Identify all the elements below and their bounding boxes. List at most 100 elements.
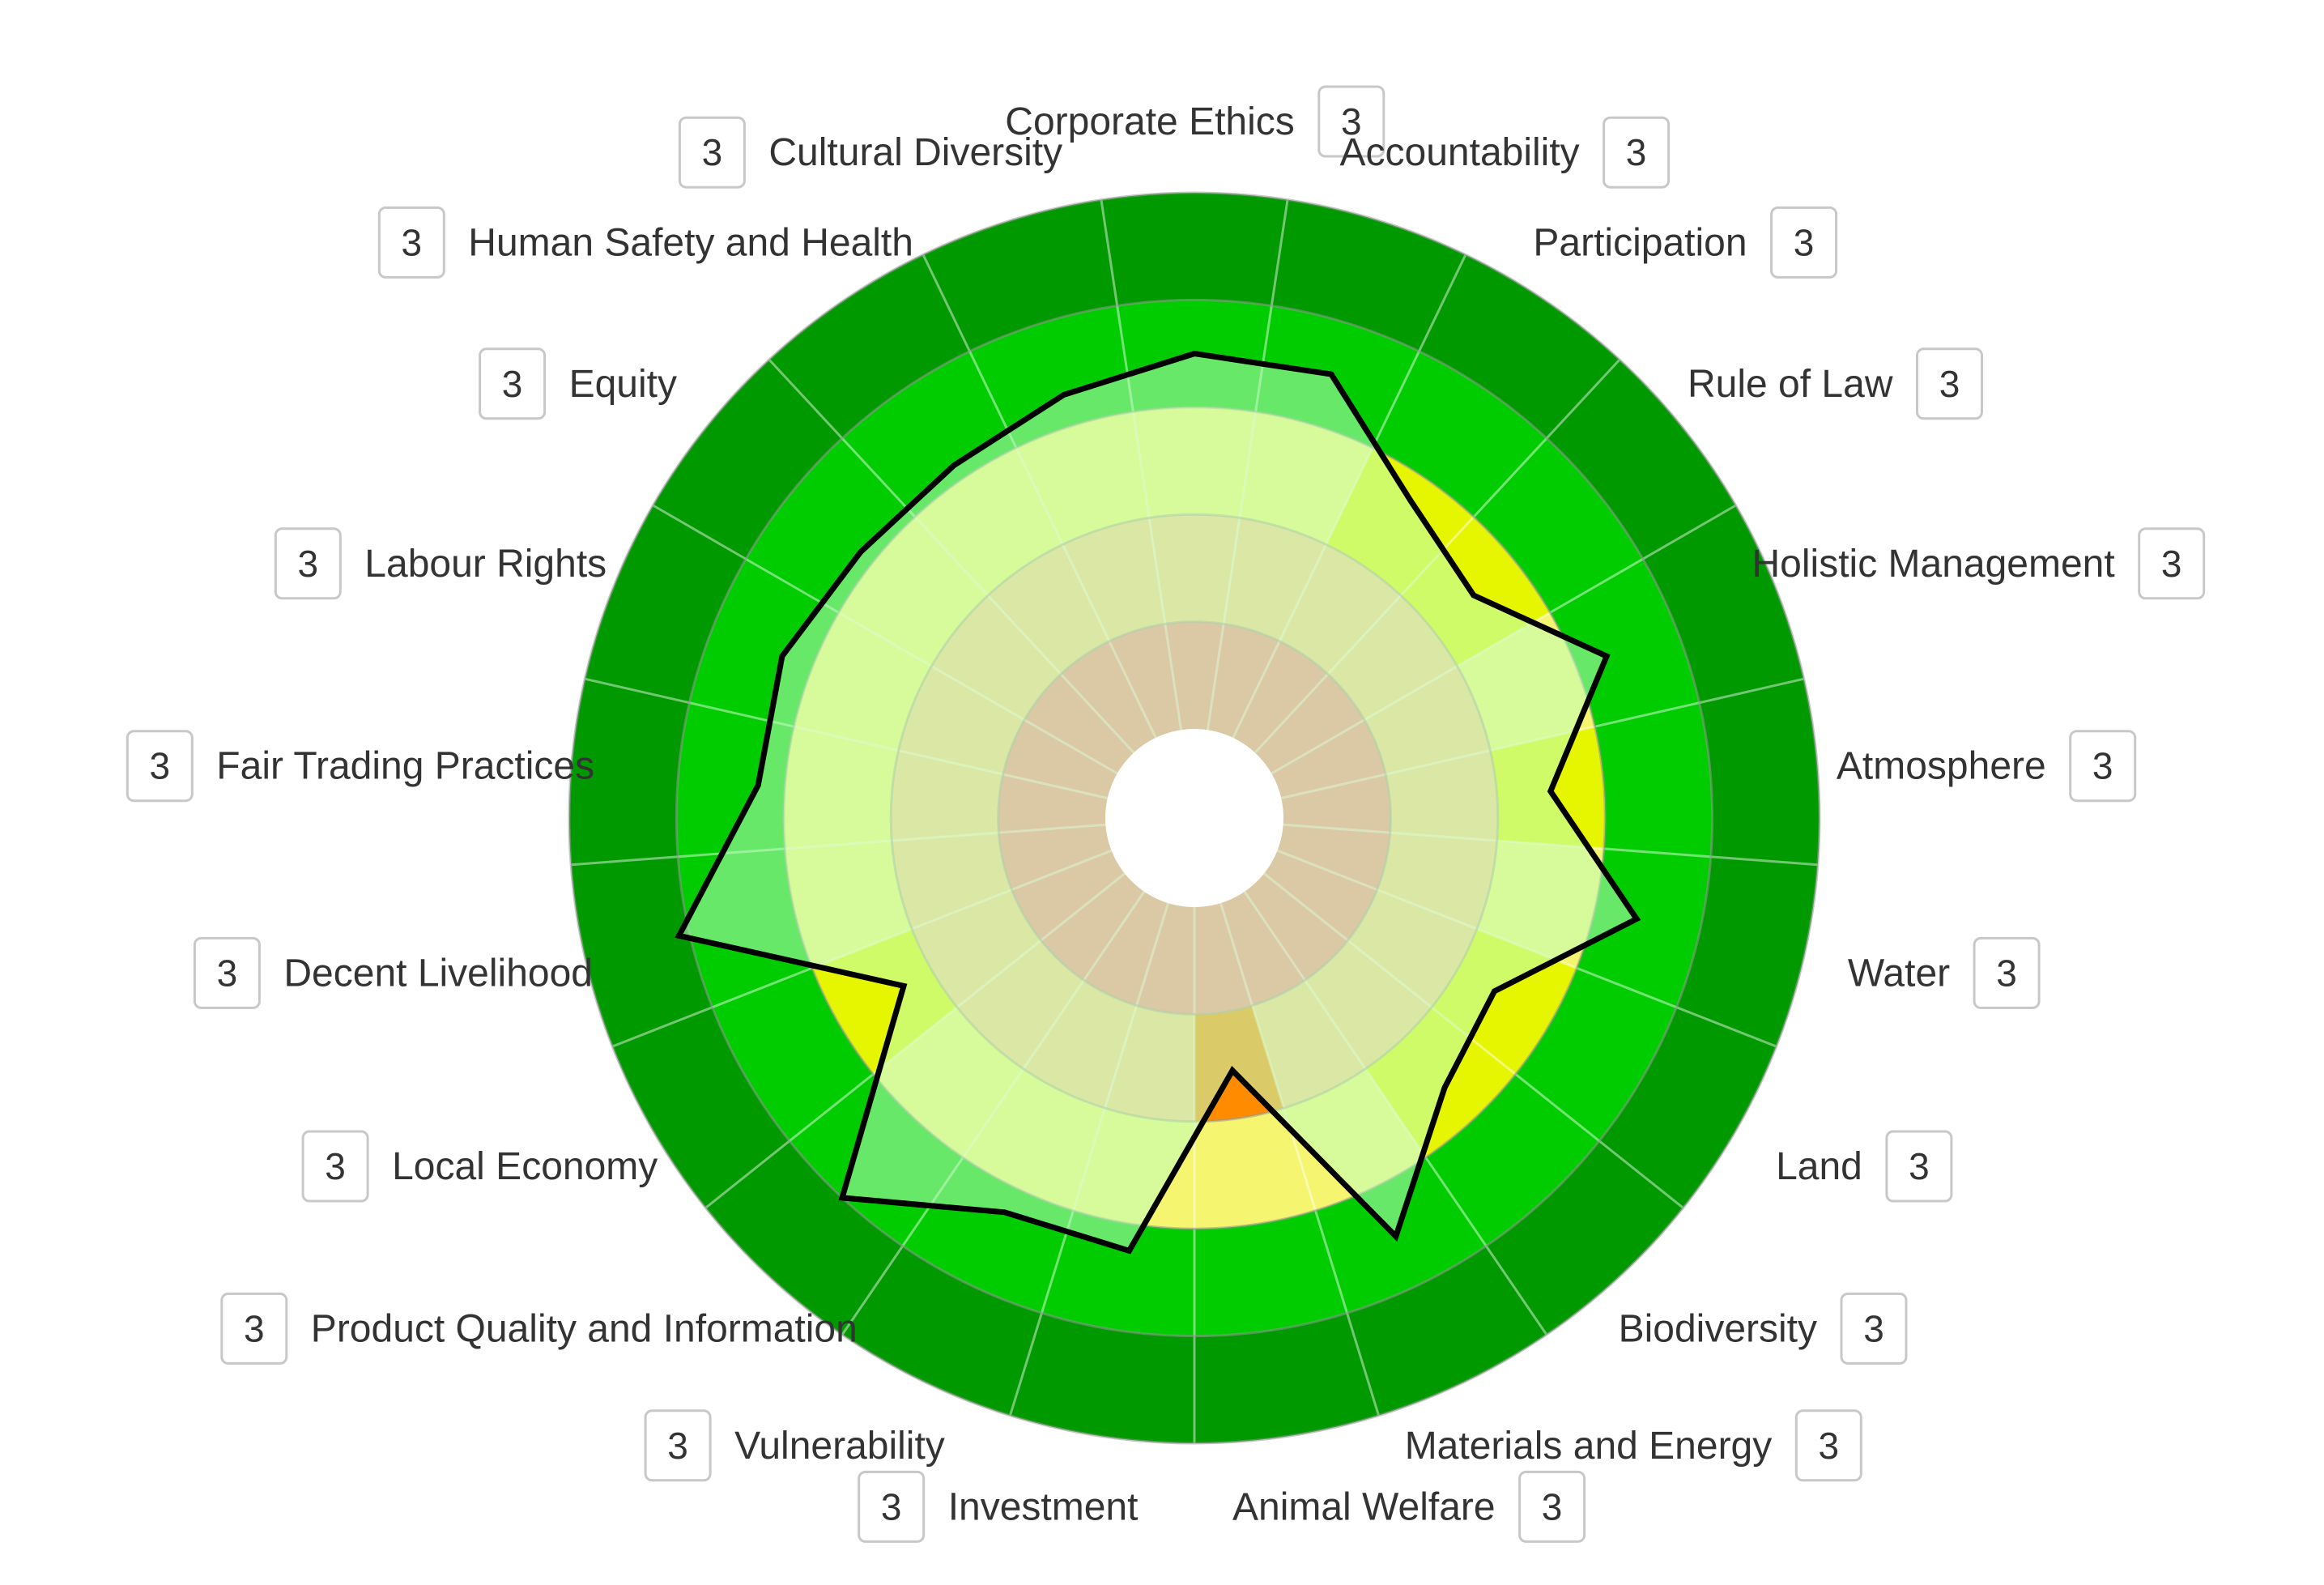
category-label: Investment: [948, 1485, 1139, 1528]
score-badge: [1518, 1470, 1586, 1543]
category-label: Animal Welfare: [1232, 1485, 1496, 1528]
category-label: Accountability: [1340, 131, 1580, 174]
label-group-5: Atmosphere 3: [1837, 730, 2137, 803]
category-label: Corporate Ethics: [1005, 100, 1295, 143]
score-badge: [1317, 85, 1385, 158]
center-hole: [1105, 729, 1283, 907]
label-group-8: Biodiversity 3: [1619, 1292, 1908, 1365]
score-badge: [479, 347, 547, 420]
score-point-13: [841, 1195, 844, 1199]
score-point-19: [952, 463, 956, 467]
score-badge-value: 3: [298, 543, 319, 585]
category-label: Land: [1776, 1145, 1862, 1188]
category-label: Cultural Diversity: [768, 131, 1062, 174]
score-point-1: [1330, 373, 1333, 377]
score-point-0: [1193, 352, 1196, 356]
score-point-10: [1231, 1068, 1234, 1072]
score-badge: [1885, 1130, 1953, 1203]
category-label: Decent Livelihood: [283, 952, 593, 995]
category-label: Labour Rights: [364, 543, 607, 586]
score-badge: [1794, 1409, 1862, 1482]
label-group-17: Labour Rights 3: [274, 527, 607, 600]
score-point-2: [1409, 499, 1413, 503]
score-badge-value: 3: [1939, 363, 1960, 405]
label-group-10: Animal Welfare 3: [1232, 1470, 1586, 1543]
score-badge: [377, 206, 445, 279]
score-point-15: [677, 934, 681, 938]
label-group-1: Accountability 3: [1340, 116, 1671, 189]
score-point-17: [780, 654, 784, 658]
score-badge: [274, 527, 342, 600]
score-badge-value: 3: [244, 1307, 265, 1349]
score-point-3: [1471, 594, 1475, 597]
score-point-16: [756, 783, 760, 787]
score-badge: [126, 730, 194, 803]
score-badge-value: 3: [1996, 952, 2017, 994]
score-badge-value: 3: [1626, 131, 1647, 173]
score-badge-value: 3: [217, 952, 238, 994]
label-group-9: Materials and Energy 3: [1405, 1409, 1862, 1482]
score-badge-value: 3: [702, 131, 723, 173]
score-point-11: [1127, 1249, 1131, 1253]
score-badge-value: 3: [2092, 745, 2113, 787]
label-group-14: Local Economy 3: [301, 1130, 658, 1203]
category-label: Materials and Energy: [1405, 1425, 1773, 1468]
score-point-8: [1443, 1086, 1446, 1089]
label-group-20: Cultural Diversity 3: [678, 116, 1062, 189]
score-badge: [644, 1409, 712, 1482]
category-label: Vulnerability: [734, 1425, 945, 1468]
category-label: Product Quality and Information: [311, 1307, 858, 1350]
category-label: Human Safety and Health: [468, 221, 913, 264]
score-badge: [193, 936, 261, 1009]
label-group-12: Vulnerability 3: [644, 1409, 945, 1482]
label-group-3: Rule of Law 3: [1688, 347, 1983, 420]
category-label: Biodiversity: [1619, 1307, 1817, 1350]
category-label: Local Economy: [392, 1145, 658, 1188]
score-badge-value: 3: [402, 221, 423, 263]
score-badge: [1603, 116, 1671, 189]
label-group-2: Participation 3: [1533, 206, 1838, 279]
score-badge-value: 3: [2161, 543, 2182, 585]
label-group-13: Product Quality and Information 3: [220, 1292, 858, 1365]
score-point-6: [1635, 917, 1639, 921]
score-badge: [2069, 730, 2137, 803]
label-group-18: Equity 3: [479, 347, 677, 420]
score-badge: [678, 116, 746, 189]
score-point-20: [1062, 393, 1066, 397]
score-badge-value: 3: [1542, 1485, 1563, 1527]
score-badge-value: 3: [881, 1485, 902, 1527]
score-badge: [1840, 1292, 1908, 1365]
category-label: Equity: [569, 363, 677, 406]
score-badge-value: 3: [150, 745, 171, 787]
score-badge: [301, 1130, 369, 1203]
score-badge-value: 3: [1819, 1425, 1840, 1467]
label-group-19: Human Safety and Health 3: [377, 206, 913, 279]
ring-good: [675, 298, 1714, 1338]
score-badge: [858, 1470, 926, 1543]
score-point-4: [1605, 654, 1609, 658]
score-badge-value: 3: [667, 1425, 688, 1467]
label-group-7: Land 3: [1776, 1130, 1953, 1203]
score-point-12: [1002, 1210, 1007, 1214]
score-badge-value: 3: [502, 363, 523, 405]
score-badge-value: 3: [325, 1145, 346, 1187]
score-point-14: [902, 984, 905, 988]
category-label: Rule of Law: [1688, 363, 1893, 406]
label-group-6: Water 3: [1848, 936, 2041, 1009]
score-badge: [220, 1292, 288, 1365]
category-label: Water: [1848, 952, 1950, 995]
label-group-4: Holistic Management 3: [1752, 527, 2206, 600]
category-label: Holistic Management: [1752, 543, 2115, 586]
category-label: Atmosphere: [1837, 745, 2046, 788]
label-group-15: Decent Livelihood 3: [193, 936, 593, 1009]
score-point-7: [1492, 989, 1496, 993]
score-badge-value: 3: [1341, 100, 1362, 143]
score-badge-value: 3: [1794, 221, 1815, 263]
label-group-11: Investment 3: [858, 1470, 1139, 1543]
score-badge: [1916, 347, 1983, 420]
score-badge-value: 3: [1909, 1145, 1930, 1187]
score-point-5: [1548, 790, 1552, 793]
category-label: Fair Trading Practices: [216, 745, 594, 788]
